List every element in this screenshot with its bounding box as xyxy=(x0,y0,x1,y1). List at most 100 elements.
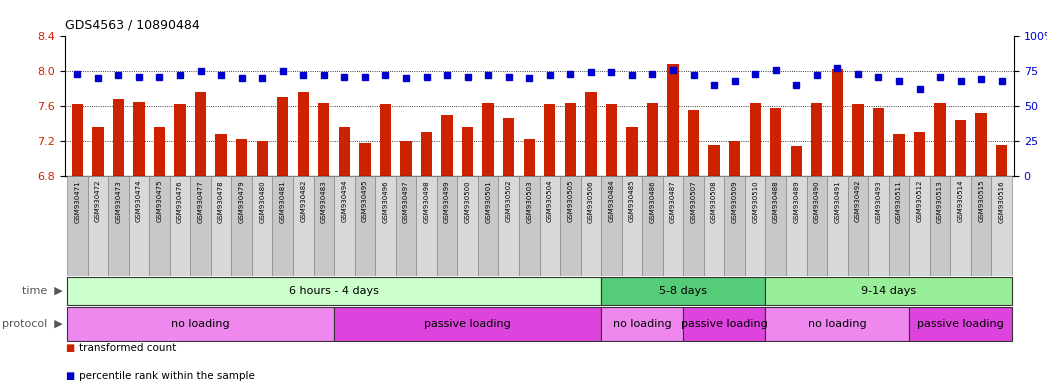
Text: GSM930510: GSM930510 xyxy=(752,180,758,223)
Text: GDS4563 / 10890484: GDS4563 / 10890484 xyxy=(65,19,200,32)
Bar xyxy=(647,103,659,176)
Bar xyxy=(976,113,986,176)
Bar xyxy=(765,276,1012,305)
Text: GSM930498: GSM930498 xyxy=(424,180,429,223)
Bar xyxy=(831,69,843,176)
Bar xyxy=(667,64,678,176)
Bar xyxy=(971,176,992,276)
Bar xyxy=(955,120,966,176)
Bar xyxy=(663,176,684,276)
Bar xyxy=(893,134,905,176)
Bar xyxy=(313,176,334,276)
Bar xyxy=(581,176,601,276)
Bar xyxy=(417,176,437,276)
Bar xyxy=(626,127,638,176)
Text: GSM930473: GSM930473 xyxy=(115,180,121,223)
Bar xyxy=(175,104,185,176)
Text: GSM930487: GSM930487 xyxy=(670,180,676,223)
Bar xyxy=(252,176,272,276)
Bar xyxy=(400,141,411,176)
Bar xyxy=(873,108,884,176)
Bar xyxy=(765,176,786,276)
Text: no loading: no loading xyxy=(612,319,671,329)
Bar xyxy=(992,176,1012,276)
Text: GSM930477: GSM930477 xyxy=(198,180,203,223)
Bar xyxy=(868,176,889,276)
Text: GSM930496: GSM930496 xyxy=(382,180,388,223)
Bar xyxy=(92,127,104,176)
Bar xyxy=(811,103,823,176)
Text: GSM930472: GSM930472 xyxy=(95,180,101,222)
Bar xyxy=(934,103,945,176)
Text: GSM930478: GSM930478 xyxy=(218,180,224,223)
Text: GSM930492: GSM930492 xyxy=(855,180,861,222)
Text: GSM930493: GSM930493 xyxy=(875,180,882,223)
Bar xyxy=(519,176,539,276)
Text: GSM930482: GSM930482 xyxy=(300,180,307,222)
Text: GSM930475: GSM930475 xyxy=(156,180,162,222)
Text: time  ▶: time ▶ xyxy=(22,286,63,296)
Bar xyxy=(585,92,597,176)
Bar xyxy=(67,176,88,276)
Text: GSM930485: GSM930485 xyxy=(629,180,634,222)
Text: GSM930483: GSM930483 xyxy=(320,180,327,223)
Bar xyxy=(642,176,663,276)
Text: GSM930479: GSM930479 xyxy=(239,180,245,223)
Bar xyxy=(339,127,350,176)
Text: 9-14 days: 9-14 days xyxy=(861,286,916,296)
Bar xyxy=(375,176,396,276)
Bar xyxy=(277,97,288,176)
Text: passive loading: passive loading xyxy=(424,319,511,329)
Bar xyxy=(154,127,165,176)
Text: GSM930490: GSM930490 xyxy=(814,180,820,223)
Bar xyxy=(113,99,124,176)
Bar xyxy=(396,176,417,276)
Bar xyxy=(827,176,848,276)
Bar xyxy=(524,139,535,176)
Text: GSM930486: GSM930486 xyxy=(649,180,655,223)
Text: GSM930491: GSM930491 xyxy=(834,180,841,223)
Bar xyxy=(852,104,864,176)
Text: GSM930512: GSM930512 xyxy=(916,180,922,222)
Text: GSM930480: GSM930480 xyxy=(260,180,265,223)
Bar xyxy=(272,176,293,276)
Bar xyxy=(914,132,926,176)
Bar xyxy=(688,109,699,176)
Text: GSM930508: GSM930508 xyxy=(711,180,717,223)
Text: GSM930474: GSM930474 xyxy=(136,180,142,222)
Text: ■: ■ xyxy=(65,343,74,353)
Bar xyxy=(210,176,231,276)
Bar xyxy=(951,176,971,276)
Bar xyxy=(458,176,477,276)
Bar xyxy=(564,103,576,176)
Bar xyxy=(150,176,170,276)
Bar xyxy=(88,176,108,276)
Bar xyxy=(359,143,371,176)
Text: GSM930476: GSM930476 xyxy=(177,180,183,223)
Bar xyxy=(806,176,827,276)
Bar xyxy=(930,176,951,276)
Text: GSM930471: GSM930471 xyxy=(74,180,81,223)
Bar xyxy=(216,134,227,176)
Bar xyxy=(334,176,355,276)
Text: no loading: no loading xyxy=(172,319,230,329)
Bar xyxy=(544,104,555,176)
Bar xyxy=(560,176,581,276)
Text: GSM930499: GSM930499 xyxy=(444,180,450,223)
Bar xyxy=(704,176,725,276)
Text: percentile rank within the sample: percentile rank within the sample xyxy=(79,371,254,381)
Bar xyxy=(442,115,452,176)
Bar xyxy=(684,307,765,341)
Text: GSM930511: GSM930511 xyxy=(896,180,901,223)
Bar xyxy=(483,103,494,176)
Text: no loading: no loading xyxy=(808,319,867,329)
Bar xyxy=(601,176,622,276)
Text: GSM930488: GSM930488 xyxy=(773,180,779,223)
Bar xyxy=(334,307,601,341)
Bar xyxy=(297,92,309,176)
Bar xyxy=(170,176,191,276)
Text: GSM930516: GSM930516 xyxy=(999,180,1005,223)
Bar xyxy=(195,92,206,176)
Text: GSM930507: GSM930507 xyxy=(691,180,696,223)
Bar xyxy=(771,108,781,176)
